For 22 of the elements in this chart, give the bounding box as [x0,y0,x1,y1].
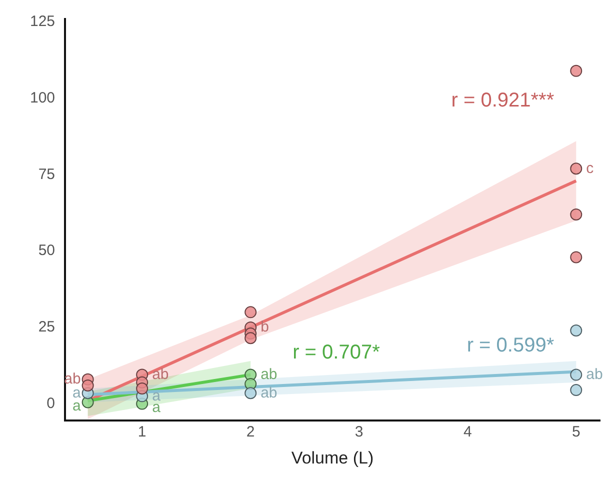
x-tick-label: 1 [138,424,146,441]
x-tick-label: 2 [246,424,255,441]
series-label: r = 0.599* [466,334,554,356]
text: r = 0.707* [292,341,380,364]
data-label: a [152,387,162,404]
y-tick-label: 0 [46,394,56,412]
text: r = 0.921*** [451,89,554,112]
data-label: ab [260,366,278,383]
x-tick-label: 5 [572,424,580,441]
data-label: ab [260,384,278,402]
x-axis-title: Volume (L) [291,448,374,468]
y-tick-label: 100 [30,90,56,107]
x-tick-label: 4 [463,424,472,441]
x-tick-label: 3 [354,424,364,441]
data-label: c [586,160,594,177]
y-tick-label: 75 [38,166,56,183]
y-tick-label: 125 [30,13,56,30]
data-label: ab [152,366,169,383]
y-tick-label: 25 [38,318,56,336]
data-label: ab [586,366,603,383]
data-label: b [260,318,269,336]
y-tick-label: 50 [38,242,56,260]
